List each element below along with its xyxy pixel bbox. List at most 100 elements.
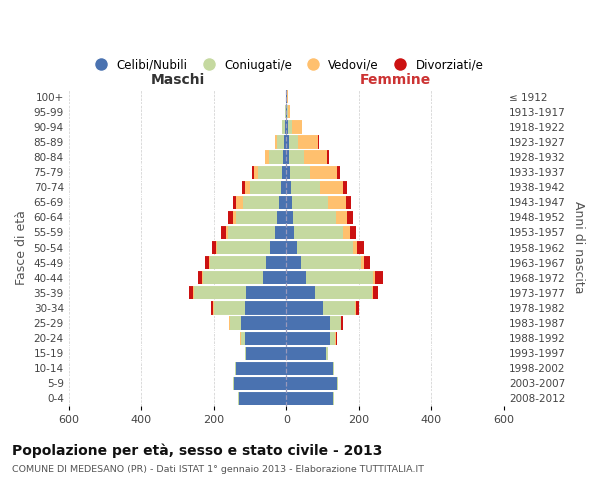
Bar xyxy=(353,241,357,254)
Bar xyxy=(228,226,275,239)
Bar xyxy=(269,150,283,164)
Bar xyxy=(330,332,335,344)
Bar xyxy=(337,376,338,390)
Bar xyxy=(190,286,193,300)
Bar xyxy=(252,166,254,179)
Bar xyxy=(297,241,353,254)
Bar xyxy=(318,136,319,148)
Bar xyxy=(194,286,247,300)
Bar xyxy=(326,346,328,360)
Text: Popolazione per età, sesso e stato civile - 2013: Popolazione per età, sesso e stato civil… xyxy=(12,444,382,458)
Bar xyxy=(286,271,306,284)
Bar xyxy=(286,241,297,254)
Bar xyxy=(327,150,329,164)
Bar xyxy=(290,166,310,179)
Bar xyxy=(288,120,292,134)
Bar xyxy=(343,180,347,194)
Bar xyxy=(371,286,373,300)
Bar xyxy=(239,392,286,405)
Bar xyxy=(341,316,343,330)
Bar xyxy=(275,226,286,239)
Bar xyxy=(286,150,289,164)
Bar xyxy=(286,362,334,375)
Bar xyxy=(243,196,279,209)
Bar xyxy=(286,392,334,405)
Text: COMUNE DI MEDESANO (PR) - Dati ISTAT 1° gennaio 2013 - Elaborazione TUTTITALIA.I: COMUNE DI MEDESANO (PR) - Dati ISTAT 1° … xyxy=(12,466,424,474)
Bar xyxy=(254,166,259,179)
Bar xyxy=(292,196,328,209)
Bar xyxy=(239,332,240,344)
Bar xyxy=(270,241,286,254)
Bar xyxy=(281,180,286,194)
Bar xyxy=(281,120,283,134)
Bar xyxy=(286,180,290,194)
Bar xyxy=(286,332,330,344)
Bar xyxy=(287,105,288,118)
Bar xyxy=(286,226,293,239)
Bar xyxy=(234,376,286,390)
Bar xyxy=(241,332,245,344)
Bar xyxy=(286,376,337,390)
Bar xyxy=(279,196,286,209)
Bar xyxy=(292,120,302,134)
Bar xyxy=(236,196,243,209)
Bar xyxy=(306,271,373,284)
Bar xyxy=(202,271,203,284)
Bar xyxy=(350,226,356,239)
Bar xyxy=(245,346,247,360)
Bar xyxy=(275,136,277,148)
Bar xyxy=(310,166,337,179)
Bar xyxy=(205,256,209,270)
Text: Femmine: Femmine xyxy=(359,73,431,87)
Bar xyxy=(247,346,286,360)
Bar xyxy=(211,302,213,314)
Bar xyxy=(214,302,245,314)
Bar xyxy=(209,256,210,270)
Bar xyxy=(259,166,282,179)
Text: Maschi: Maschi xyxy=(151,73,205,87)
Bar xyxy=(213,302,214,314)
Bar xyxy=(265,150,269,164)
Bar xyxy=(235,362,236,375)
Bar xyxy=(373,286,378,300)
Bar xyxy=(277,210,286,224)
Bar xyxy=(337,166,340,179)
Bar xyxy=(233,376,234,390)
Bar xyxy=(328,196,346,209)
Bar xyxy=(337,210,347,224)
Bar xyxy=(323,302,355,314)
Bar xyxy=(286,90,287,104)
Bar xyxy=(277,136,284,148)
Bar xyxy=(288,105,290,118)
Bar xyxy=(286,120,288,134)
Bar xyxy=(247,286,286,300)
Bar xyxy=(230,316,241,330)
Y-axis label: Fasce di età: Fasce di età xyxy=(15,210,28,285)
Bar xyxy=(293,210,337,224)
Bar xyxy=(226,226,228,239)
Bar xyxy=(375,271,383,284)
Bar xyxy=(221,226,226,239)
Bar xyxy=(286,302,323,314)
Bar xyxy=(245,180,250,194)
Bar xyxy=(236,210,277,224)
Bar xyxy=(263,271,286,284)
Bar xyxy=(266,256,286,270)
Bar xyxy=(285,120,286,134)
Bar xyxy=(298,136,318,148)
Bar xyxy=(286,346,326,360)
Bar xyxy=(217,241,270,254)
Bar xyxy=(286,166,290,179)
Bar xyxy=(355,302,356,314)
Bar xyxy=(282,166,286,179)
Y-axis label: Anni di nascita: Anni di nascita xyxy=(572,202,585,294)
Bar xyxy=(233,196,236,209)
Bar xyxy=(238,392,239,405)
Bar xyxy=(216,241,217,254)
Bar xyxy=(212,241,216,254)
Bar xyxy=(286,136,289,148)
Bar xyxy=(356,302,359,314)
Bar xyxy=(286,286,316,300)
Bar xyxy=(347,210,353,224)
Bar xyxy=(357,241,364,254)
